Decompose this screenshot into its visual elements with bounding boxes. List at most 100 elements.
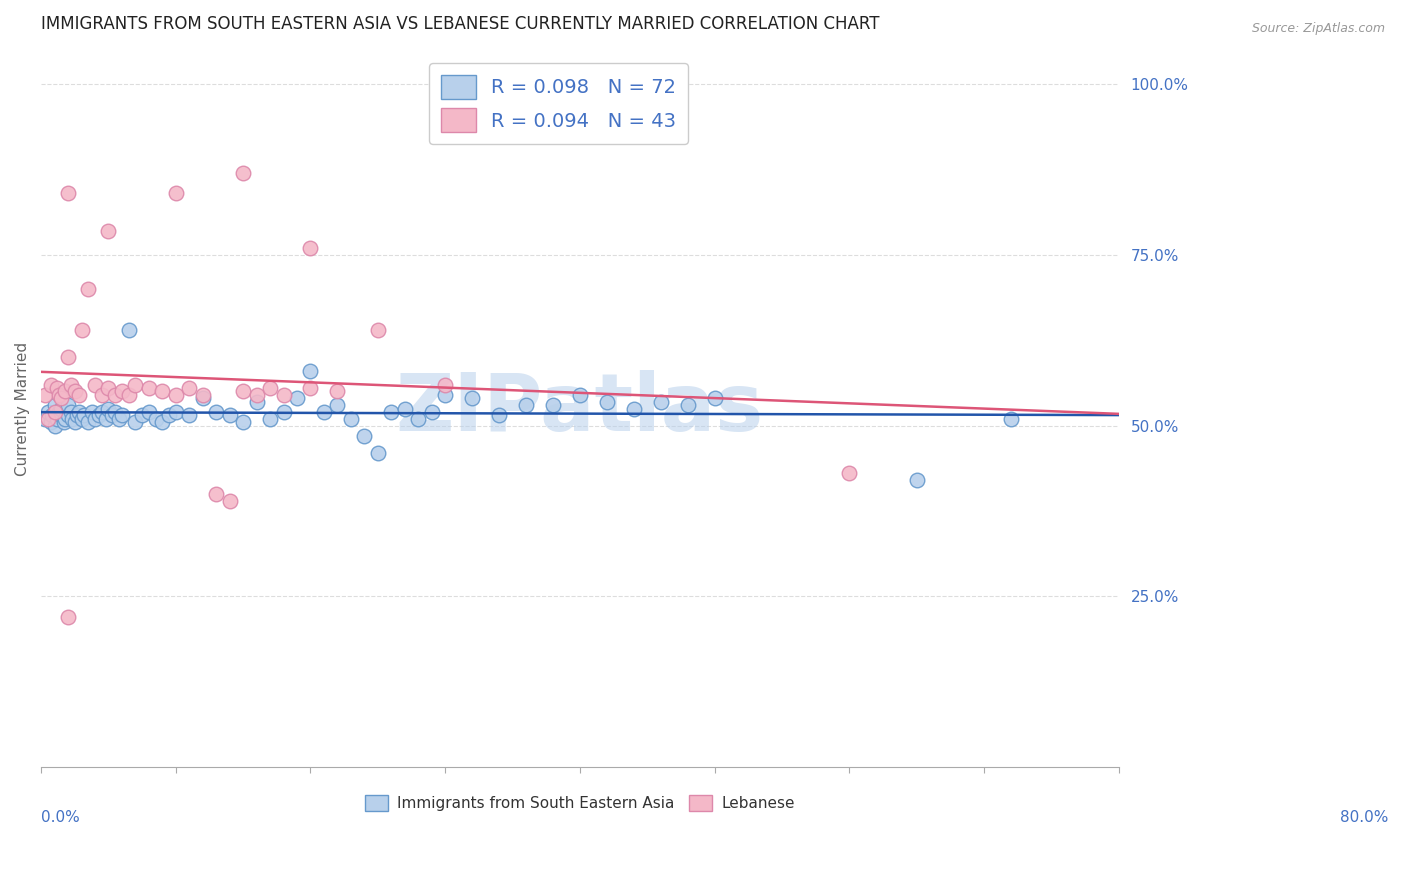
Point bbox=[838, 467, 860, 481]
Point bbox=[246, 394, 269, 409]
Point bbox=[568, 388, 591, 402]
Point bbox=[94, 412, 117, 426]
Point bbox=[70, 412, 93, 426]
Text: Source: ZipAtlas.com: Source: ZipAtlas.com bbox=[1251, 22, 1385, 36]
Point bbox=[205, 487, 228, 501]
Point bbox=[56, 610, 79, 624]
Point bbox=[131, 409, 153, 423]
Point bbox=[165, 405, 187, 419]
Point bbox=[53, 384, 76, 399]
Point bbox=[104, 388, 127, 402]
Point bbox=[73, 409, 96, 423]
Point bbox=[191, 388, 214, 402]
Point bbox=[56, 351, 79, 365]
Point bbox=[434, 388, 457, 402]
Point bbox=[353, 429, 375, 443]
Point bbox=[87, 409, 110, 423]
Point bbox=[367, 446, 389, 460]
Point bbox=[340, 412, 363, 426]
Text: 0.0%: 0.0% bbox=[41, 810, 80, 825]
Point bbox=[84, 377, 107, 392]
Point bbox=[205, 405, 228, 419]
Point bbox=[101, 409, 124, 423]
Point bbox=[488, 409, 510, 423]
Point bbox=[1000, 412, 1022, 426]
Text: 80.0%: 80.0% bbox=[1340, 810, 1388, 825]
Point bbox=[97, 224, 120, 238]
Point bbox=[232, 384, 254, 399]
Point bbox=[118, 323, 141, 337]
Point bbox=[905, 473, 928, 487]
Point bbox=[150, 415, 173, 429]
Point bbox=[326, 398, 349, 412]
Point bbox=[515, 398, 537, 412]
Point bbox=[53, 415, 76, 429]
Point bbox=[111, 409, 134, 423]
Point bbox=[380, 405, 402, 419]
Point bbox=[111, 384, 134, 399]
Point bbox=[104, 405, 127, 419]
Point bbox=[48, 405, 70, 419]
Point bbox=[179, 409, 201, 423]
Legend: Immigrants from South Eastern Asia, Lebanese: Immigrants from South Eastern Asia, Leba… bbox=[359, 789, 801, 817]
Point bbox=[39, 415, 62, 429]
Point bbox=[541, 398, 564, 412]
Point bbox=[41, 409, 63, 423]
Point bbox=[51, 409, 73, 423]
Point bbox=[34, 388, 56, 402]
Point bbox=[138, 405, 160, 419]
Point bbox=[56, 186, 79, 201]
Point bbox=[124, 377, 146, 392]
Point bbox=[138, 381, 160, 395]
Point bbox=[77, 282, 100, 296]
Point bbox=[118, 388, 141, 402]
Point bbox=[273, 388, 295, 402]
Point bbox=[67, 388, 90, 402]
Point bbox=[34, 412, 56, 426]
Point bbox=[312, 405, 335, 419]
Point bbox=[145, 412, 167, 426]
Point bbox=[367, 323, 389, 337]
Point bbox=[60, 412, 83, 426]
Point bbox=[259, 412, 281, 426]
Point bbox=[299, 381, 322, 395]
Point bbox=[108, 412, 131, 426]
Point bbox=[97, 381, 120, 395]
Point bbox=[67, 405, 90, 419]
Point bbox=[44, 398, 66, 412]
Point bbox=[150, 384, 173, 399]
Point bbox=[44, 405, 66, 419]
Point bbox=[70, 323, 93, 337]
Point bbox=[63, 384, 86, 399]
Point bbox=[39, 377, 62, 392]
Point bbox=[46, 412, 69, 426]
Point bbox=[63, 415, 86, 429]
Point bbox=[232, 166, 254, 180]
Point bbox=[676, 398, 699, 412]
Point bbox=[259, 381, 281, 395]
Point bbox=[37, 412, 59, 426]
Point bbox=[406, 412, 429, 426]
Point bbox=[124, 415, 146, 429]
Point bbox=[461, 392, 484, 406]
Point bbox=[650, 394, 672, 409]
Point bbox=[97, 401, 120, 416]
Point bbox=[90, 405, 112, 419]
Point bbox=[218, 493, 240, 508]
Point bbox=[84, 412, 107, 426]
Point bbox=[218, 409, 240, 423]
Point bbox=[165, 388, 187, 402]
Point bbox=[157, 409, 180, 423]
Point bbox=[77, 415, 100, 429]
Point bbox=[326, 384, 349, 399]
Point bbox=[48, 388, 70, 402]
Text: ZIPatlas: ZIPatlas bbox=[395, 369, 763, 448]
Point bbox=[273, 405, 295, 419]
Point bbox=[37, 405, 59, 419]
Point bbox=[53, 412, 76, 426]
Point bbox=[179, 381, 201, 395]
Point bbox=[46, 381, 69, 395]
Point bbox=[703, 392, 725, 406]
Point bbox=[56, 409, 79, 423]
Point bbox=[299, 241, 322, 255]
